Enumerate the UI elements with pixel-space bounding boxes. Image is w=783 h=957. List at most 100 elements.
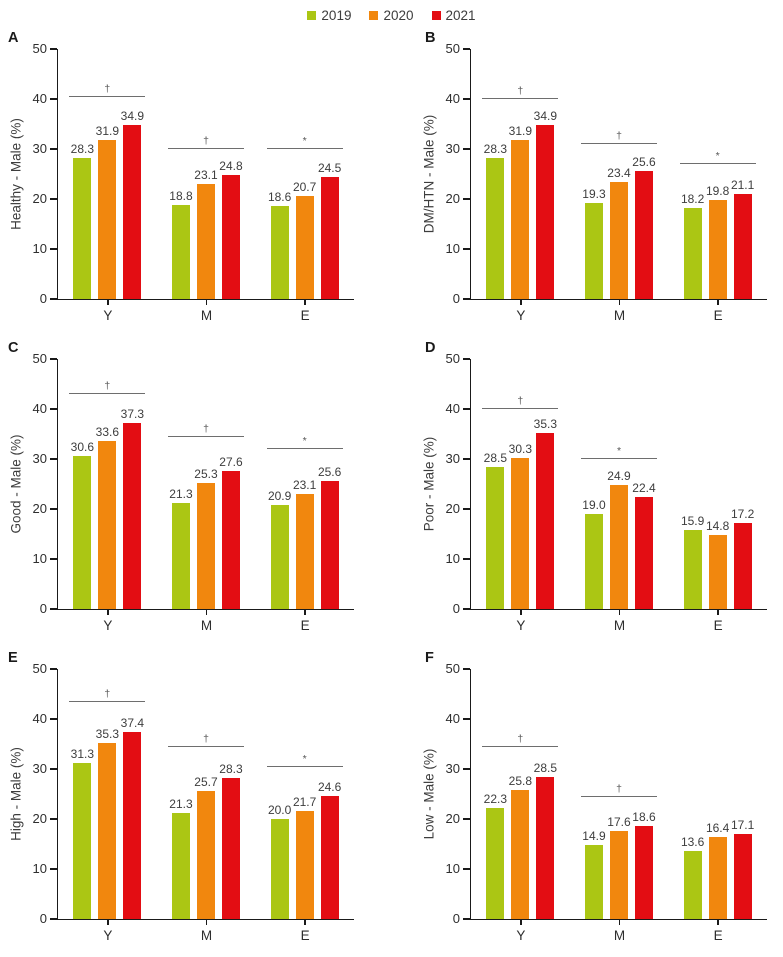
bar-2019-e: 20.9 [268,489,291,609]
bar-value-label: 21.1 [730,177,755,192]
bar-value-label: 22.4 [632,481,656,495]
bar-2019-m: 21.3 [169,797,193,919]
y-tick-mark [463,198,470,200]
x-category: Y [74,300,142,323]
y-tick-label: 0 [452,911,460,926]
x-category: M [172,920,240,943]
legend-label: 2019 [321,7,352,23]
bar-value-label: 24.5 [317,160,342,175]
y-tick-label: 0 [39,291,47,306]
x-category: M [585,610,653,633]
bar-2020-e: 19.8 [706,185,729,299]
y-tick-label: 30 [32,761,47,776]
x-tick-mark [107,920,109,925]
bar-group-m: 21.3 25.3 27.6 † [167,359,244,609]
x-category-label: E [713,308,723,323]
y-axis: 0 10 20 30 40 50 [439,42,470,306]
x-category-label: Y [103,618,113,633]
x-tick-mark [205,610,208,615]
bar-value-label: 33.6 [95,425,120,439]
y-axis-label-wrap: Low - Male (%) [419,669,439,919]
plot-column: 30.6 33.6 37.3 † 21.3 25.3 27.6 † 20.9 23.1 25.6 * Y… [57,359,355,633]
panel-E: E High - Male (%) 0 10 20 30 40 50 31.3 35.3 37.4 †… [0,648,391,957]
x-tick-mark [205,920,208,925]
bar-value-label: 25.6 [317,465,342,479]
significance-symbol: † [517,732,524,745]
bar-group-e: 20.9 23.1 25.6 * [266,359,343,609]
bar-group-e: 15.9 14.8 17.2 [681,359,754,609]
panel-D: D Poor - Male (%) 0 10 20 30 40 50 28.5 30.3 35.3 †… [391,338,783,648]
bar-value-label: 19.8 [705,184,730,198]
bar-group-y: 28.5 30.3 35.3 † [482,359,559,609]
significance-symbol: † [616,782,622,795]
y-tick-mark [463,358,470,360]
x-tick-mark [107,610,109,615]
bar-value-label: 21.3 [169,796,193,811]
bar-value-label: 28.3 [70,141,95,156]
bar-group-e: 18.6 20.7 24.5 * [266,49,343,299]
significance-symbol: † [104,380,111,392]
bar-value-label: 30.6 [70,440,95,454]
y-tick-label: 30 [32,141,47,156]
x-category-label: E [300,308,310,323]
bar-2019-y: 28.5 [484,451,507,609]
bar-2020-m: 25.3 [194,467,218,609]
y-tick-mark [50,358,57,360]
y-tick-label: 20 [445,811,460,826]
x-category-label: Y [516,928,526,943]
y-tick-label: 50 [32,661,47,676]
y-tick-mark [50,408,57,410]
y-tick-label: 50 [445,661,460,676]
bar-value-label: 28.5 [533,760,558,775]
bar-2019-m: 18.8 [169,190,193,299]
y-tick-label: 50 [445,41,460,56]
bar-2020-y: 35.3 [96,727,119,919]
significance-symbol: * [302,435,307,447]
bar-2020-m: 17.6 [607,816,631,919]
y-axis-label: Good - Male (%) [8,434,24,534]
significance-line [482,98,559,99]
bar-2019-m: 19.0 [582,499,606,609]
y-axis-label-wrap: DM/HTN - Male (%) [419,49,439,299]
y-axis: 0 10 20 30 40 50 [439,352,470,616]
x-tick-mark [618,300,621,305]
bar-value-label: 24.6 [317,780,342,794]
y-tick-mark [50,558,57,560]
significance-symbol: † [517,85,524,97]
x-category-label: M [613,308,626,323]
y-tick-mark [50,98,57,100]
bar-group-y: 31.3 35.3 37.4 † [69,669,146,919]
bar-2019-e: 18.6 [268,191,291,299]
legend-item-2021: 2021 [431,8,476,23]
y-tick-mark [463,248,470,250]
bar-2021-e: 24.6 [318,781,341,919]
bar-2021-e: 17.2 [731,508,754,609]
x-category: Y [487,300,555,323]
y-axis-label-wrap: Good - Male (%) [6,359,26,609]
bar-2021-m: 25.6 [632,156,656,299]
y-tick-mark [463,298,470,300]
x-category-label: M [613,928,626,943]
significance-symbol: * [715,150,720,162]
bar-group-e: 13.6 16.4 17.1 [681,669,754,919]
y-axis-label-wrap: High - Male (%) [6,669,26,919]
y-tick-label: 10 [32,861,47,876]
significance-symbol: † [616,130,622,142]
legend-label: 2020 [383,7,414,23]
y-tick-mark [463,608,470,610]
x-category-label: M [200,308,213,323]
y-tick-mark [50,608,57,610]
y-tick-mark [463,718,470,720]
y-tick-label: 10 [445,551,460,566]
x-category-label: M [200,618,213,633]
x-category-label: E [713,928,723,943]
bar-value-label: 28.5 [483,450,508,465]
y-tick-label: 0 [452,601,460,616]
bar-2020-e: 20.7 [293,180,316,299]
bar-group-y: 30.6 33.6 37.3 † [69,359,146,609]
bar-2020-y: 31.9 [509,124,532,299]
